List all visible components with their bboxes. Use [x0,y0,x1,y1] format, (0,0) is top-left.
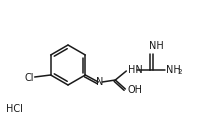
Text: OH: OH [127,85,142,95]
Text: HCl: HCl [6,104,23,114]
Text: N: N [96,77,103,87]
Text: HN: HN [128,65,143,75]
Text: NH: NH [166,65,181,75]
Text: Cl: Cl [24,73,34,83]
Text: NH: NH [149,41,164,51]
Text: 2: 2 [177,69,182,75]
